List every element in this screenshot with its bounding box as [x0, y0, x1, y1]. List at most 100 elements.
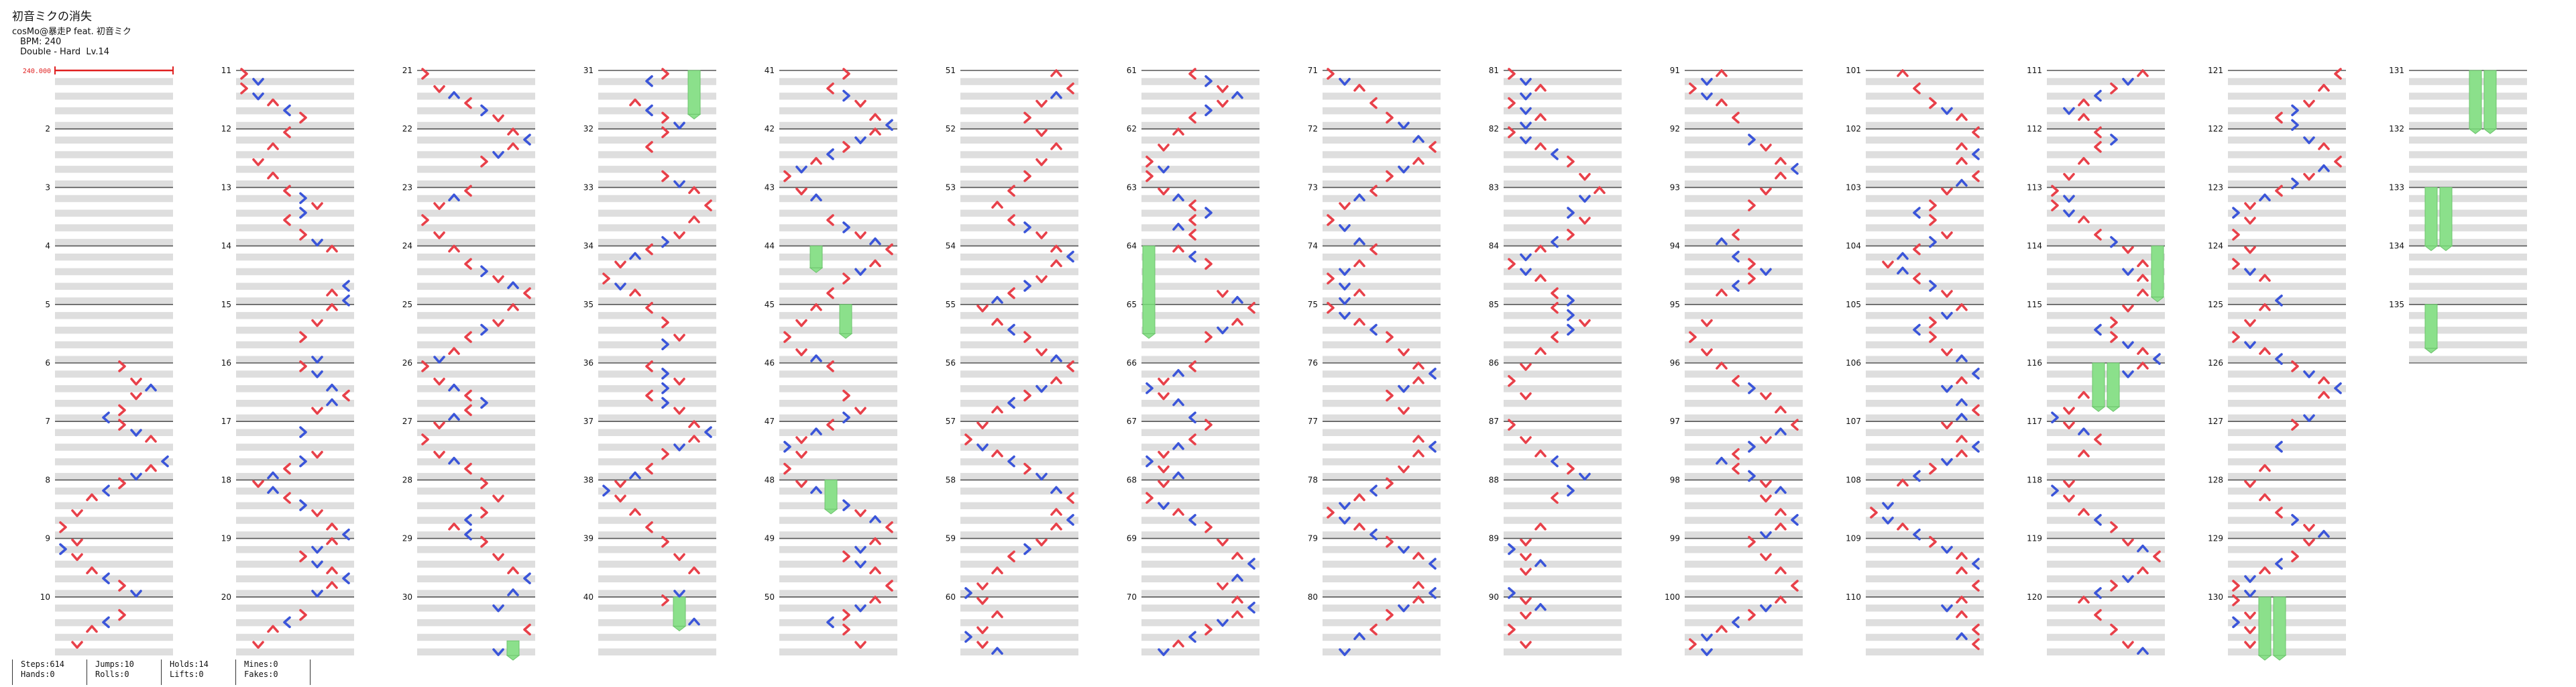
quarter-note-arrow [2291, 360, 2299, 372]
eighth-note-arrow [1732, 280, 1740, 292]
eighth-note-arrow [299, 207, 307, 219]
measure-number: 122 [2208, 124, 2223, 134]
beat-band [598, 341, 716, 349]
quarter-note-arrow [645, 141, 653, 153]
measure-number: 53 [946, 182, 956, 192]
beat-band [1141, 180, 1259, 188]
beat-band [2409, 326, 2527, 334]
beat-band [417, 297, 535, 305]
eighth-note-arrow [2137, 647, 2149, 655]
beat-band [1504, 209, 1622, 217]
eighth-note-arrow [964, 587, 972, 599]
quarter-note-arrow [326, 303, 338, 311]
eighth-note-arrow [2244, 268, 2256, 276]
beat-band [960, 399, 1078, 407]
quarter-note-arrow [2122, 304, 2134, 313]
quarter-note-arrow [2318, 376, 2330, 384]
quarter-note-arrow [1327, 507, 1335, 519]
stat-label: Lifts [170, 670, 194, 679]
quarter-note-arrow [1956, 376, 1968, 384]
measure-51 [960, 70, 1078, 129]
quarter-note-arrow [2334, 68, 2342, 80]
measure-number: 130 [2208, 592, 2223, 602]
quarter-note-arrow [869, 127, 881, 136]
beat-band [2409, 268, 2527, 276]
measure-number: 111 [2027, 66, 2042, 75]
eighth-note-arrow [2259, 193, 2271, 202]
eighth-note-arrow [1158, 165, 1170, 174]
hold-note [1141, 304, 1156, 339]
quarter-note-arrow [2122, 538, 2134, 547]
beat-band [1323, 604, 1441, 612]
measure-number: 40 [583, 592, 594, 602]
beat-band [2047, 458, 2165, 466]
eighth-note-arrow [1205, 207, 1213, 219]
quarter-note-arrow [1145, 492, 1154, 505]
quarter-note-arrow [86, 625, 98, 633]
eighth-note-arrow [673, 443, 685, 452]
beat-band [960, 517, 1078, 524]
eighth-note-arrow [448, 456, 460, 465]
quarter-note-arrow [2051, 184, 2059, 197]
quarter-note-arrow [1066, 360, 1074, 372]
quarter-note-arrow [1205, 521, 1213, 533]
measure-107 [1866, 421, 1984, 480]
beat-band [55, 414, 173, 422]
quarter-note-arrow [2078, 157, 2090, 165]
measure-number: 66 [1127, 358, 1137, 368]
beat-band [2228, 312, 2346, 319]
beat-band [1685, 297, 1803, 305]
beat-band [779, 590, 897, 597]
quarter-note-arrow [976, 596, 989, 605]
quarter-note-arrow [1369, 243, 1378, 256]
eighth-note-arrow [492, 604, 504, 613]
beat-band [2228, 356, 2346, 363]
beat-band [55, 239, 173, 246]
quarter-note-arrow [1145, 170, 1154, 182]
measure-41 [779, 70, 897, 129]
eighth-note-arrow [1247, 601, 1255, 614]
eighth-note-arrow [1217, 326, 1229, 335]
beat-band [1866, 78, 1984, 85]
eighth-note-arrow [1007, 323, 1015, 336]
beat-band [2409, 282, 2527, 290]
beat-band [1323, 517, 1441, 524]
beat-band [1866, 502, 1984, 509]
measure-131 [2409, 70, 2527, 129]
quarter-note-arrow [421, 360, 429, 372]
beat-band [55, 253, 173, 261]
quarter-note-arrow [326, 581, 338, 589]
quarter-note-arrow [448, 347, 460, 356]
beat-band [236, 107, 354, 115]
quarter-note-arrow [433, 377, 445, 386]
beat-band [1141, 414, 1259, 422]
beat-band [2228, 472, 2346, 480]
beat-band [1141, 341, 1259, 349]
beat-band [960, 458, 1078, 466]
quarter-note-arrow [1520, 553, 1532, 562]
quarter-note-arrow [661, 111, 669, 124]
beat-band [1685, 560, 1803, 568]
beat-band [1141, 166, 1259, 173]
eighth-note-arrow [2318, 529, 2330, 538]
beat-band [236, 385, 354, 392]
beat-band [1685, 107, 1803, 115]
beat-band [417, 195, 535, 203]
beat-band [598, 517, 716, 524]
quarter-note-arrow [1158, 392, 1170, 401]
quarter-note-arrow [1327, 272, 1335, 285]
measure-45 [779, 303, 897, 363]
eighth-note-arrow [1551, 455, 1559, 468]
hold-note [2439, 187, 2453, 252]
measure-94 [1685, 245, 1803, 305]
beat-band [1685, 385, 1803, 392]
beat-band [2228, 590, 2346, 597]
measure-103 [1866, 187, 1984, 246]
quarter-note-arrow [976, 582, 989, 590]
eighth-note-arrow [311, 545, 323, 554]
eighth-note-arrow [326, 383, 338, 392]
beat-band [417, 282, 535, 290]
beat-band [2047, 239, 2165, 246]
quarter-note-arrow [1023, 331, 1031, 344]
quarter-note-arrow [2063, 480, 2075, 488]
